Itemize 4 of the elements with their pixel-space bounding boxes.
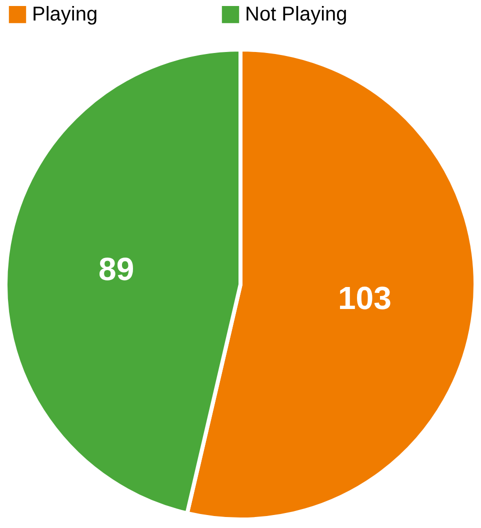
legend-label: Not Playing: [245, 4, 348, 26]
data-label: 103: [338, 280, 392, 316]
legend-label: Playing: [32, 4, 98, 26]
data-label: 89: [98, 251, 134, 288]
